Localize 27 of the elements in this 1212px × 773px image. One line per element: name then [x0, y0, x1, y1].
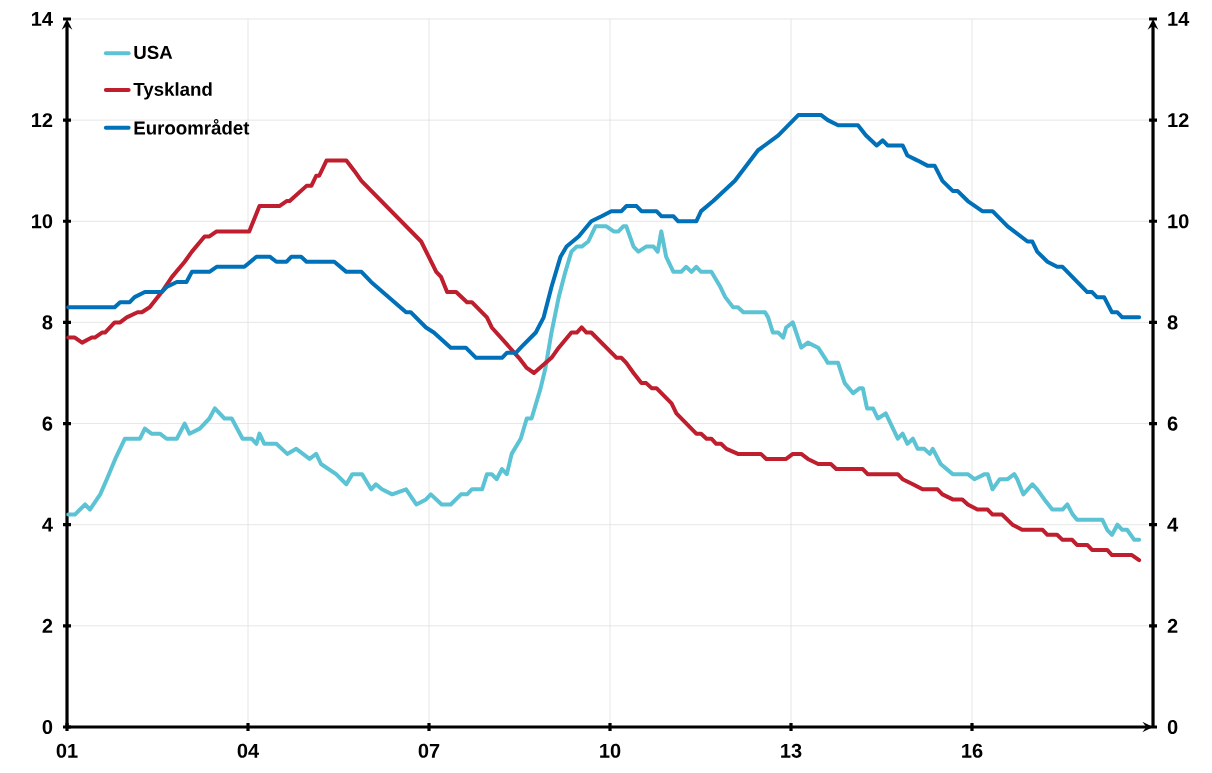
x-tick-label: 16 [962, 743, 983, 758]
y-tick-label: 14 [31, 12, 53, 26]
y2-tick-label: 0 [1167, 719, 1178, 735]
y-tick-label: 4 [42, 517, 53, 532]
y-tick-label: 12 [31, 113, 53, 128]
line-series [66, 113, 1142, 360]
y2-tick-label: 6 [1167, 416, 1178, 431]
y2-tick-label: 2 [1167, 618, 1178, 633]
legend-label: Tyskland [133, 82, 212, 100]
line-series [66, 158, 1142, 563]
x-tick-label: 04 [237, 743, 260, 758]
y-tick-label: 8 [42, 315, 53, 330]
y2-tick-label: 4 [1167, 517, 1179, 532]
legend-label: USA [134, 45, 173, 60]
y2-tick-label: 14 [1168, 12, 1190, 26]
y2-tick-label: 12 [1168, 113, 1189, 128]
x-tick-label: 13 [781, 743, 802, 758]
y2-tick-label: 8 [1167, 315, 1178, 330]
legend-label: Euroområdet [134, 119, 250, 135]
x-tick-label: 10 [600, 743, 621, 758]
y2-tick-label: 10 [1168, 214, 1189, 229]
y-tick-label: 6 [42, 416, 53, 431]
x-tick-label: 01 [56, 743, 78, 758]
y-tick-label: 2 [42, 618, 53, 633]
x-tick-label: 07 [418, 743, 440, 758]
y-tick-label: 10 [31, 214, 53, 229]
y-tick-label: 0 [42, 719, 53, 735]
